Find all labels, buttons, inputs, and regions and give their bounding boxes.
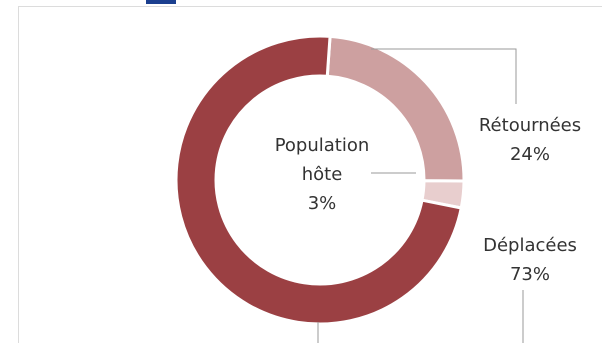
- slice-label-retournees: Rétournées: [479, 115, 581, 136]
- slice-value-population-hote: 3%: [308, 193, 337, 214]
- slice-value-retournees: 24%: [510, 144, 550, 165]
- slice-label-deplacees: Déplacées: [483, 235, 577, 256]
- slice-label-population-line2: hôte: [302, 164, 343, 185]
- title-accent-bar: [146, 0, 176, 4]
- slice-deplacees: [174, 34, 464, 326]
- slice-value-deplacees: 73%: [510, 264, 550, 285]
- chart-frame: [18, 6, 602, 343]
- slice-label-population-line1: Population: [275, 135, 370, 156]
- slice-retournees: [325, 34, 466, 183]
- leader-line-retournees: [371, 48, 517, 104]
